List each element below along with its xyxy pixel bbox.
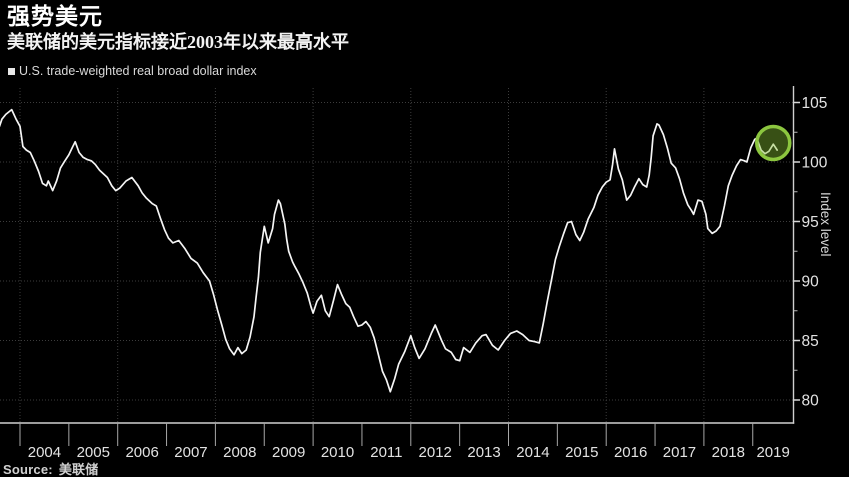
y-axis-title: Index level bbox=[818, 192, 833, 257]
source-label: Source: bbox=[3, 462, 53, 477]
legend-label: U.S. trade-weighted real broad dollar in… bbox=[19, 64, 257, 78]
x-tick-label: 2005 bbox=[77, 444, 110, 461]
source-line: Source: 美联储 bbox=[3, 459, 98, 477]
legend: U.S. trade-weighted real broad dollar in… bbox=[8, 64, 257, 78]
x-tick-label: 2015 bbox=[565, 444, 598, 461]
x-tick-label: 2009 bbox=[272, 444, 305, 461]
y-tick-label: 105 bbox=[802, 95, 828, 112]
legend-square-marker-icon bbox=[8, 67, 15, 75]
y-tick-label: 95 bbox=[802, 214, 819, 231]
highlight-circle bbox=[755, 124, 792, 162]
y-tick-label: 100 bbox=[802, 155, 828, 172]
x-tick-label: 2014 bbox=[516, 444, 549, 461]
x-tick-label: 2010 bbox=[321, 444, 354, 461]
series-line bbox=[0, 108, 779, 393]
source-value: 美联储 bbox=[58, 462, 99, 477]
page-title: 强势美元 bbox=[7, 4, 103, 29]
x-tick-label: 2007 bbox=[174, 444, 207, 461]
y-tick-label: 85 bbox=[802, 333, 819, 350]
x-tick-label: 2019 bbox=[756, 444, 789, 461]
x-tick-label: 2006 bbox=[125, 444, 158, 461]
x-tick-label: 2013 bbox=[467, 444, 500, 461]
x-tick-label: 2012 bbox=[419, 444, 452, 461]
x-tick-label: 2011 bbox=[370, 444, 402, 461]
x-tick-label: 2017 bbox=[663, 444, 696, 461]
x-tick-label: 2004 bbox=[28, 444, 61, 461]
y-tick-label: 90 bbox=[802, 274, 820, 291]
page-subtitle: 美联储的美元指标接近2003年以来最高水平 bbox=[7, 32, 349, 52]
x-tick-label: 2016 bbox=[614, 444, 647, 461]
x-tick-label: 2008 bbox=[223, 444, 256, 461]
x-tick-label: 2018 bbox=[712, 444, 745, 461]
y-tick-label: 80 bbox=[802, 393, 820, 410]
